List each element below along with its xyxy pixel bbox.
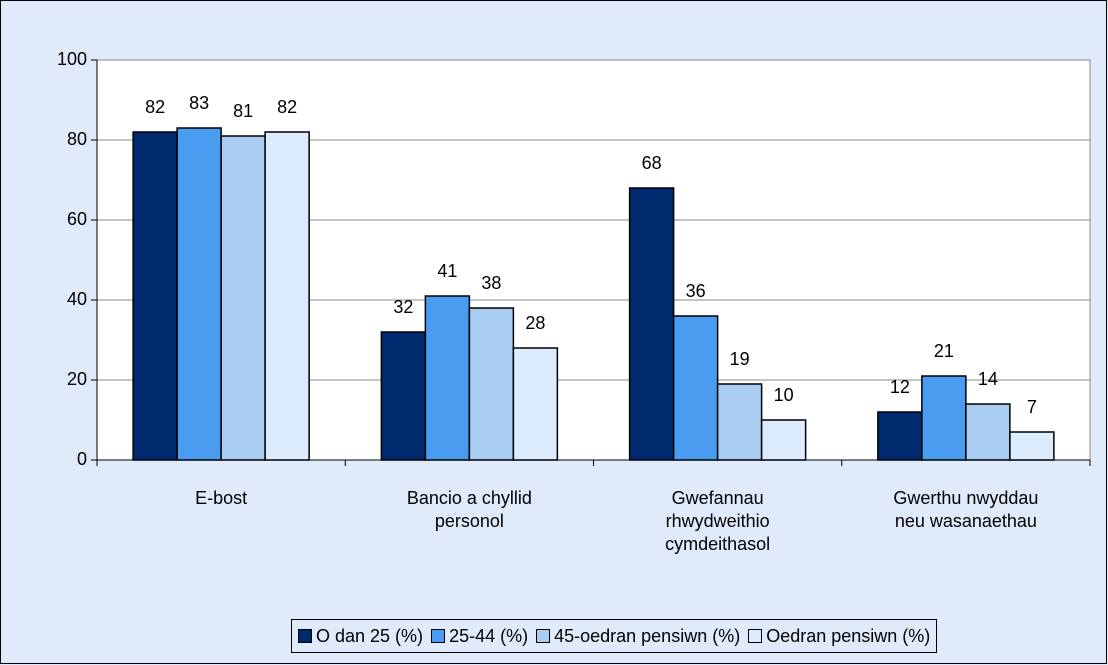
bar (512, 347, 559, 461)
legend-label: Oedran pensiwn (%) (766, 625, 931, 646)
x-tick-label: Bancio a chyllid personol (406, 488, 532, 531)
bar (220, 135, 266, 461)
legend-swatch (748, 629, 763, 643)
y-tick-label: 80 (67, 129, 87, 149)
legend-swatch (536, 629, 551, 643)
value-label: 81 (233, 101, 253, 121)
value-label: 28 (525, 313, 545, 333)
x-tick-label: Gwerthu nwyddau neu wasanaethau (893, 488, 1039, 531)
value-label: 82 (277, 97, 297, 117)
value-label: 32 (393, 297, 413, 317)
bar (264, 131, 310, 461)
y-tick-label: 20 (67, 369, 87, 389)
y-tick-label: 100 (57, 49, 87, 69)
bar (380, 331, 427, 461)
legend-label: O dan 25 (%) (316, 625, 424, 646)
value-label: 19 (730, 349, 750, 369)
value-label: 7 (1027, 397, 1037, 417)
y-tick-label: 60 (67, 209, 87, 229)
bar (1009, 431, 1055, 461)
legend-swatch (431, 629, 446, 643)
value-label: 21 (934, 341, 954, 361)
value-label: 41 (437, 261, 457, 281)
bar (424, 295, 471, 461)
legend-item: O dan 25 (%) (298, 626, 423, 647)
value-label: 14 (978, 369, 998, 389)
y-tick-label: 40 (67, 289, 87, 309)
bar (672, 315, 719, 461)
value-label: 10 (774, 385, 794, 405)
bar (760, 419, 807, 461)
bar (921, 375, 967, 461)
legend-label: 25-44 (%) (449, 625, 529, 646)
value-label: 36 (686, 281, 706, 301)
legend-item: Oedran pensiwn (%) (748, 626, 930, 647)
x-tick-label: Gwefannau rhwydweithio cymdeithasol (665, 488, 771, 554)
legend-item: 25-44 (%) (431, 626, 528, 647)
legend-item: 45-oedran pensiwn (%) (536, 626, 740, 647)
legend: O dan 25 (%) 25-44 (%) 45-oedran pensiwn (… (291, 619, 938, 653)
bar (132, 131, 178, 461)
bar (628, 187, 675, 461)
bar (468, 307, 515, 461)
x-tick-label: E-bost (195, 488, 248, 508)
value-label: 82 (145, 97, 165, 117)
bar (716, 383, 763, 461)
bar (176, 127, 222, 461)
bar (877, 411, 923, 461)
value-label: 38 (481, 273, 501, 293)
value-label: 83 (189, 93, 209, 113)
legend-swatch (298, 629, 312, 643)
bar (965, 403, 1011, 461)
value-label: 12 (890, 377, 910, 397)
legend-label: 45-oedran pensiwn (%) (554, 625, 741, 646)
y-tick-label: 0 (77, 449, 87, 469)
value-label: 68 (642, 153, 662, 173)
